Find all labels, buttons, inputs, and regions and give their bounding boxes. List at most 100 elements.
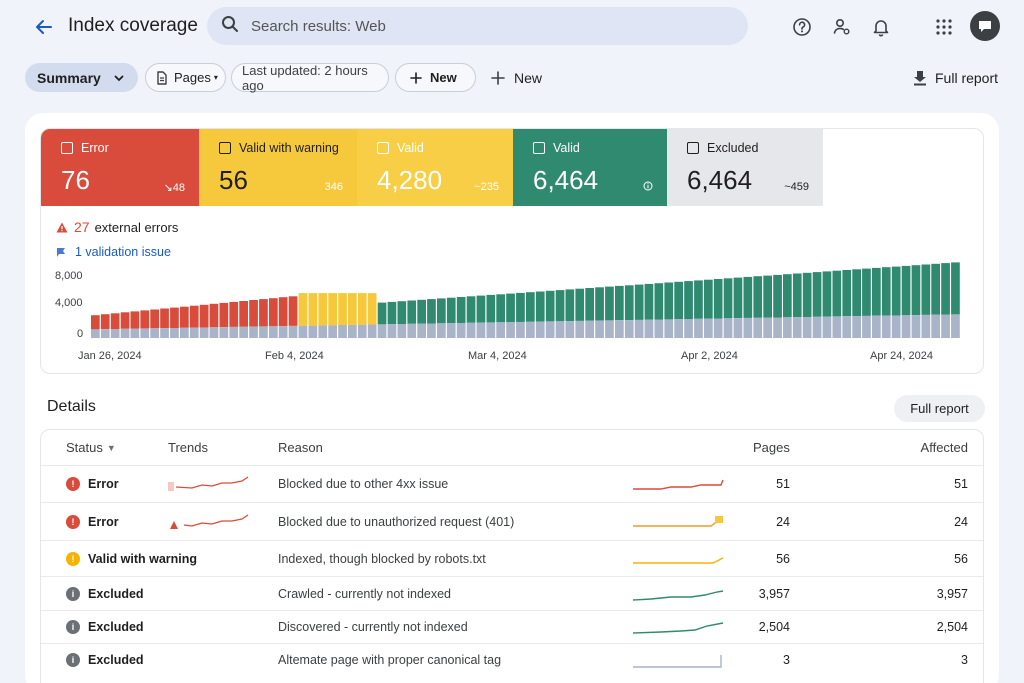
bar-segment-base: [160, 328, 169, 338]
main-card: Error 76 ↘48 Valid with warning 56 346 V…: [25, 113, 999, 683]
checkbox-checked-icon[interactable]: [377, 142, 389, 154]
checkbox-checked-icon[interactable]: [533, 142, 545, 154]
tile-value: 56: [219, 165, 248, 195]
manage-users-icon[interactable]: [828, 13, 856, 41]
bar-segment-status: [357, 293, 367, 325]
bar-segment-base: [91, 329, 100, 338]
apps-grid-icon[interactable]: [930, 13, 958, 41]
pages-count: 51: [776, 477, 790, 491]
chevron-down-icon: [113, 72, 125, 84]
bar-segment-status: [713, 279, 723, 319]
tile-error[interactable]: Error 76 ↘48: [41, 129, 199, 206]
bar-segment-base: [367, 324, 377, 338]
tile-value: 6,464: [533, 165, 599, 195]
info-icon: [643, 181, 653, 194]
validation-issue-link[interactable]: 1 validation issue: [56, 245, 171, 259]
tile-valid-yellow[interactable]: Valid 4,280 ~235: [357, 129, 513, 206]
bar-segment-base: [891, 315, 901, 338]
bar-segment-base: [545, 321, 555, 338]
search-input[interactable]: [251, 17, 711, 35]
reason-cell: Indexed, though blocked by robots.txt: [278, 551, 486, 566]
bar-segment-base: [199, 327, 209, 338]
bar-segment-base: [446, 323, 456, 338]
details-full-report-button[interactable]: Full report: [894, 395, 985, 422]
document-icon: [156, 70, 168, 85]
bar-segment-status: [229, 301, 239, 327]
help-icon[interactable]: [788, 13, 816, 41]
bar-segment-status: [585, 288, 594, 321]
bar-segment-base: [130, 328, 140, 338]
bar-segment-status: [298, 293, 308, 326]
column-header-label: Status: [66, 440, 103, 455]
search-icon: [221, 15, 239, 38]
tile-valid-green[interactable]: Valid 6,464: [513, 129, 667, 206]
bar-segment-status: [951, 262, 960, 315]
notifications-bell-icon[interactable]: [867, 13, 895, 41]
bar-segment-base: [338, 325, 347, 338]
bar-segment-base: [140, 328, 150, 338]
tile-delta: 346: [324, 181, 343, 193]
bar-segment-base: [575, 320, 585, 338]
bar-segment-status: [269, 298, 278, 327]
table-row[interactable]: i Excluded Crawled - currently not indexed…: [41, 576, 983, 610]
bar-segment-base: [911, 315, 921, 338]
back-arrow-icon[interactable]: [30, 13, 58, 41]
status-cell: i Excluded: [66, 644, 144, 676]
bar-segment-status: [219, 302, 229, 328]
bar-segment-status: [881, 267, 891, 316]
search-bar[interactable]: [207, 7, 748, 45]
checkbox-checked-icon[interactable]: [61, 142, 73, 154]
excluded-status-icon: i: [66, 653, 80, 667]
bar-segment-status: [664, 282, 674, 320]
table-row[interactable]: i Excluded Discovered - currently not inde…: [41, 610, 983, 643]
new-button[interactable]: New: [491, 63, 542, 92]
bar-segment-base: [822, 316, 832, 338]
bar-segment-status: [387, 301, 397, 325]
table-row[interactable]: ! Error Blocked due to other 4xx issue 51 51: [41, 465, 983, 502]
full-report-button[interactable]: Full report: [913, 63, 998, 92]
bar-segment-status: [921, 264, 931, 315]
bar-segment-status: [822, 271, 832, 317]
summary-dropdown[interactable]: Summary: [25, 63, 138, 92]
bar-segment-base: [852, 316, 861, 338]
bar-segment-base: [239, 326, 248, 338]
bar-segment-status: [605, 286, 614, 321]
flag-icon: [56, 247, 68, 258]
bar-segment-base: [100, 329, 110, 338]
checkbox-info-icon[interactable]: [687, 142, 699, 154]
table-row[interactable]: ! Error Blocked due to unauthorized reques…: [41, 502, 983, 540]
bar-segment-status: [694, 280, 703, 319]
tile-valid-with-warning[interactable]: Valid with warning 56 346: [199, 129, 357, 206]
bar-segment-status: [901, 265, 911, 316]
details-table: Status ▼ Trends Reason Pages Affected ! E…: [40, 429, 984, 683]
bar-segment-status: [407, 300, 417, 324]
account-avatar[interactable]: [970, 11, 1000, 41]
warning-box-icon[interactable]: [219, 142, 231, 154]
table-row[interactable]: ! Valid with warning Indexed, though block…: [41, 540, 983, 576]
reason-cell: Crawled - currently not indexed: [278, 586, 451, 601]
bar-segment-base: [486, 322, 496, 338]
pages-filter-chip[interactable]: Pages ▾: [145, 63, 226, 92]
status-label: Error: [88, 514, 119, 529]
column-header-status[interactable]: Status ▼: [66, 430, 116, 465]
external-errors-count: 27: [74, 219, 90, 235]
bar-segment-base: [931, 314, 940, 338]
external-errors-alert[interactable]: 27 external errors: [56, 219, 178, 235]
bar-segment-base: [595, 320, 604, 338]
bar-segment-status: [288, 296, 298, 326]
bar-segment-status: [189, 305, 199, 328]
bar-segment-status: [654, 283, 664, 320]
table-row[interactable]: i Excluded Altemate page with proper canon…: [41, 643, 983, 676]
bar-segment-status: [417, 299, 426, 324]
y-tick-label: 4,000: [55, 297, 83, 309]
bar-segment-status: [802, 272, 812, 317]
new-chip-button[interactable]: New: [395, 63, 476, 92]
bar-segment-base: [753, 317, 763, 338]
bar-segment-base: [397, 324, 407, 338]
bar-segment-base: [417, 323, 426, 338]
tile-excluded[interactable]: Excluded 6,464 ~459: [667, 129, 823, 206]
bar-segment-base: [624, 320, 634, 338]
bar-segment-base: [288, 325, 298, 338]
bar-segment-status: [812, 272, 822, 317]
caret-down-icon: ▾: [213, 73, 218, 82]
